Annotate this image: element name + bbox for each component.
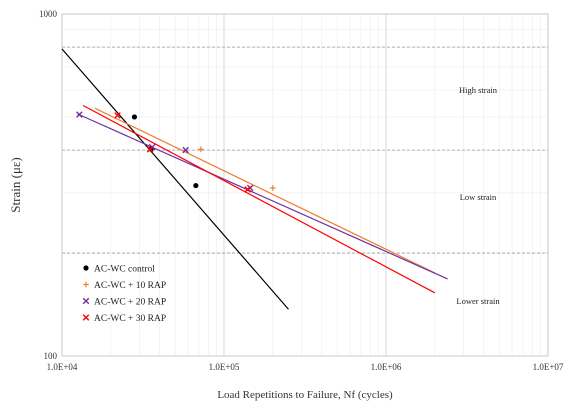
data-point-series-2	[269, 185, 276, 191]
trend-lines	[61, 48, 448, 310]
marker-stroke	[82, 297, 90, 305]
x-tick-label: 1.0E+07	[533, 362, 564, 372]
data-point-series-4	[146, 146, 154, 153]
legend-marker	[83, 265, 89, 271]
marker-stroke	[82, 314, 90, 321]
x-tick-label: 1.0E+05	[209, 362, 240, 372]
marker-stroke	[244, 186, 251, 193]
zone-label: Lower strain	[456, 296, 500, 306]
marker-stroke	[182, 146, 189, 154]
data-points	[76, 111, 276, 193]
legend-label: AC-WC + 10 RAP	[94, 281, 166, 291]
x-tick-labels: 1.0E+04 1.0E+05 1.0E+06 1.0E+07	[47, 362, 564, 372]
legend-label: AC-WC + 20 RAP	[94, 298, 166, 308]
trend-line-series-1	[61, 48, 289, 310]
x-tick-label: 1.0E+06	[371, 362, 402, 372]
data-point-series-4	[114, 112, 121, 119]
x-tick-label: 1.0E+04	[47, 362, 78, 372]
data-point-series-1	[131, 114, 138, 120]
y-tick-label: 1000	[39, 9, 58, 19]
data-point-series-3	[182, 146, 189, 154]
strain-boundary-lines	[62, 46, 548, 254]
trend-line-series-4	[82, 104, 436, 294]
legend-label: AC-WC control	[94, 265, 155, 275]
legend-marker	[82, 297, 90, 305]
legend-marker	[83, 281, 89, 288]
zone-labels: High strain Low strain Lower strain	[456, 85, 500, 306]
data-point-series-1	[193, 182, 199, 189]
trend-line-series-2	[94, 107, 436, 274]
marker-stroke	[76, 111, 83, 118]
marker-stroke	[114, 112, 121, 119]
data-point-series-4	[244, 186, 251, 193]
major-gridlines	[223, 14, 387, 356]
data-point-series-3	[76, 111, 83, 118]
legend-label: AC-WC + 30 RAP	[94, 314, 166, 324]
data-point-series-2	[198, 146, 204, 153]
marker-stroke	[146, 146, 154, 153]
zone-label: Low strain	[460, 192, 497, 202]
legend: AC-WC control AC-WC + 10 RAP AC-WC + 20 RA…	[82, 265, 166, 324]
y-axis-label: Strain (με)	[8, 157, 23, 212]
legend-marker	[82, 314, 90, 321]
y-tick-label: 100	[44, 351, 58, 361]
x-axis-label: Load Repetitions to Failure, Nf (cycles)	[217, 389, 393, 401]
zone-label: High strain	[459, 85, 498, 95]
trend-line-series-3	[77, 113, 448, 280]
plot-area-border	[61, 13, 549, 357]
y-tick-labels: 100 1000	[39, 9, 58, 361]
